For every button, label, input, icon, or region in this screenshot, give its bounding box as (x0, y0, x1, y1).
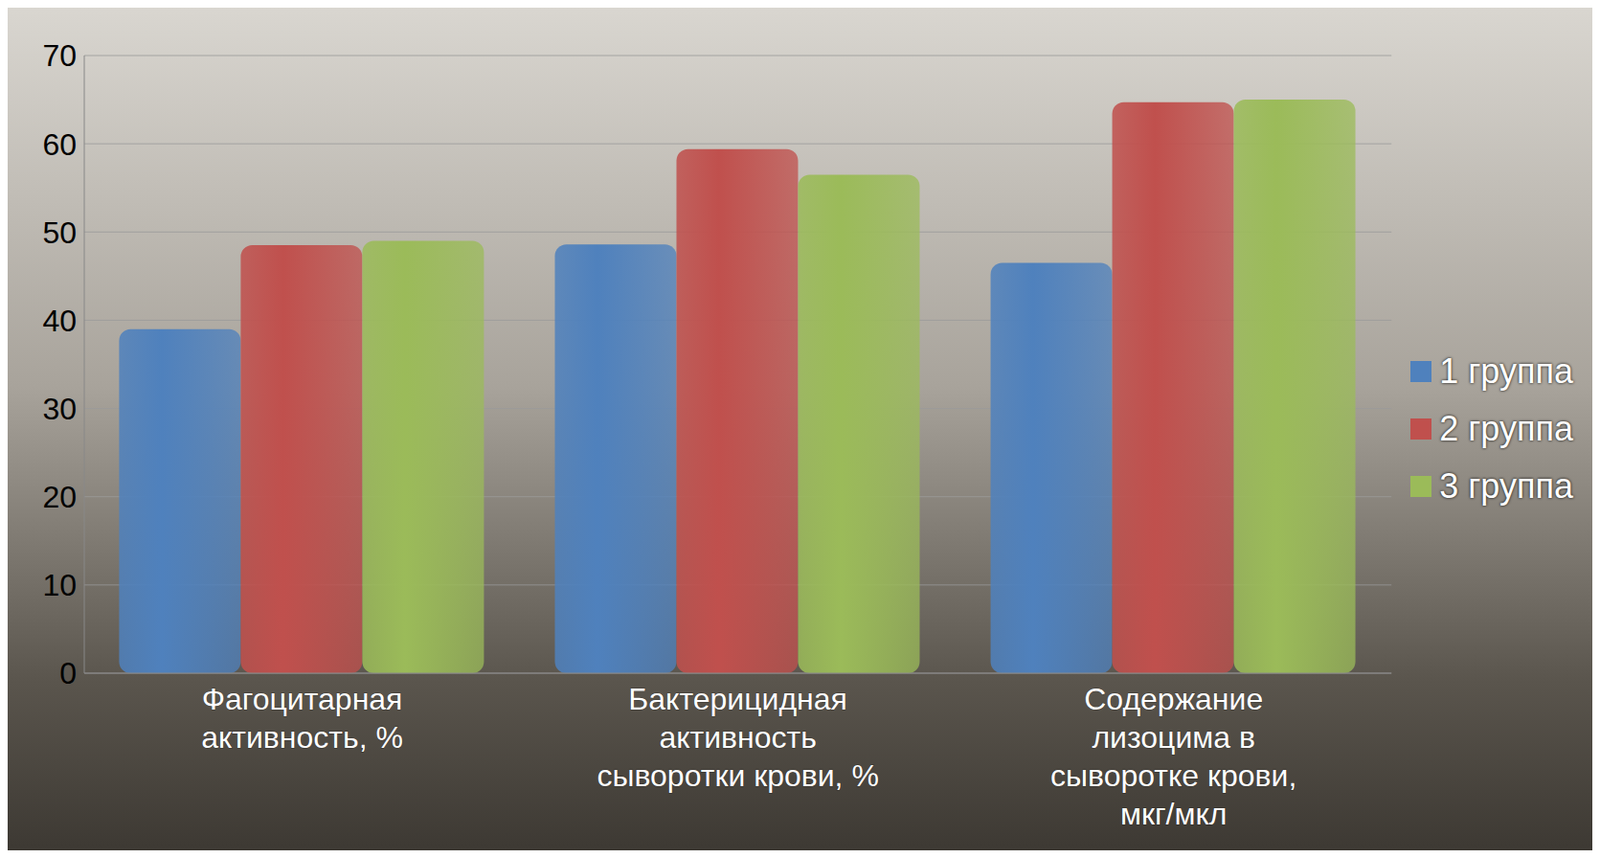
svg-text:Бактерицидная: Бактерицидная (628, 681, 848, 717)
html-text:2 группа: 2 группа (1439, 408, 1574, 449)
svg-text:20: 20 (42, 479, 77, 515)
svg-text:60: 60 (42, 127, 77, 162)
svg-text:10: 10 (42, 567, 77, 603)
svg-text:30: 30 (42, 391, 77, 427)
svg-text:активность: активность (658, 720, 816, 755)
svg-text:Фагоцитарная: Фагоцитарная (202, 681, 404, 717)
svg-text:активность, %: активность, % (201, 720, 404, 755)
svg-text:40: 40 (42, 303, 77, 339)
html-text:1 группа: 1 группа (1439, 351, 1574, 391)
svg-text:сыворотке крови,: сыворотке крови, (1050, 758, 1297, 793)
svg-text:0: 0 (59, 655, 77, 691)
svg-text:50: 50 (42, 215, 77, 250)
svg-text:мкг/мкл: мкг/мкл (1120, 796, 1228, 832)
svg-text:сыворотки крови, %: сыворотки крови, % (596, 758, 879, 793)
svg-text:70: 70 (42, 38, 77, 73)
svg-text:Содержание: Содержание (1083, 681, 1263, 717)
html-text:3 группа: 3 группа (1439, 466, 1574, 506)
svg-text:лизоцима в: лизоцима в (1091, 720, 1256, 755)
